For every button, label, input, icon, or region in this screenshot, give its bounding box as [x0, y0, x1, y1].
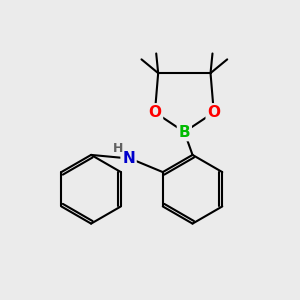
- Text: N: N: [122, 151, 135, 166]
- Text: O: O: [207, 105, 220, 120]
- Text: H: H: [112, 142, 123, 154]
- Text: O: O: [148, 105, 161, 120]
- Text: B: B: [178, 124, 190, 140]
